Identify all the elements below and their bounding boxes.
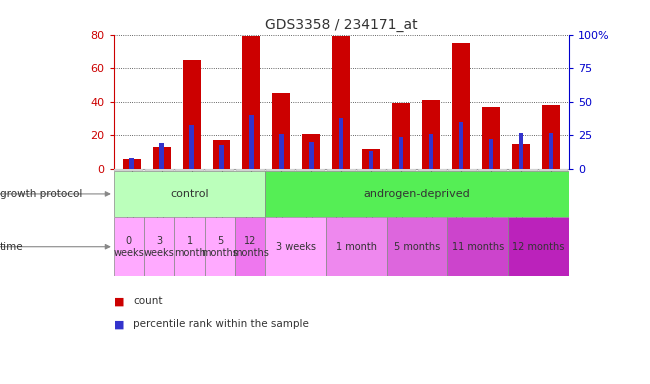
Text: ■: ■ [114, 296, 124, 306]
Text: ■: ■ [114, 319, 124, 329]
Text: 5
months: 5 months [202, 236, 239, 258]
Bar [519, 133, 523, 169]
Bar [422, 100, 440, 169]
Bar [429, 134, 434, 169]
Bar [205, 217, 235, 276]
Text: time: time [0, 242, 23, 252]
Bar [145, 169, 174, 171]
Bar [489, 139, 493, 169]
Bar [447, 217, 508, 276]
Bar [542, 105, 560, 169]
Bar [339, 118, 343, 169]
Bar [482, 107, 500, 169]
Text: 12
months: 12 months [232, 236, 268, 258]
Bar [459, 122, 463, 169]
Text: percentile rank within the sample: percentile rank within the sample [133, 319, 309, 329]
Bar [508, 217, 569, 276]
Bar [309, 142, 313, 169]
Bar [242, 36, 261, 169]
Text: 11 months: 11 months [452, 242, 504, 252]
Bar [114, 171, 265, 217]
Bar [399, 137, 404, 169]
Text: count: count [133, 296, 162, 306]
Bar [539, 169, 568, 171]
Text: 1 month: 1 month [336, 242, 377, 252]
Bar [129, 158, 134, 169]
Bar [327, 169, 356, 171]
Bar [296, 169, 326, 171]
Bar [369, 152, 374, 169]
Bar [512, 144, 530, 169]
Bar [175, 169, 204, 171]
Bar [249, 115, 254, 169]
Bar [452, 43, 470, 169]
Bar [153, 147, 170, 169]
Bar [123, 159, 140, 169]
Text: control: control [170, 189, 209, 199]
Bar [362, 149, 380, 169]
Bar [183, 60, 201, 169]
Bar [302, 134, 320, 169]
Text: growth protocol: growth protocol [0, 189, 83, 199]
Bar [478, 169, 508, 171]
Text: 0
weeks: 0 weeks [114, 236, 144, 258]
Bar [279, 134, 283, 169]
Bar [205, 169, 235, 171]
Bar [332, 36, 350, 169]
Bar [235, 217, 265, 276]
Text: androgen-deprived: androgen-deprived [364, 189, 471, 199]
Text: 1
month: 1 month [174, 236, 205, 258]
Bar [387, 217, 447, 276]
Text: 3
weeks: 3 weeks [144, 236, 175, 258]
Bar [357, 169, 386, 171]
Bar [213, 141, 231, 169]
Text: 5 months: 5 months [394, 242, 440, 252]
Bar [114, 217, 144, 276]
Title: GDS3358 / 234171_at: GDS3358 / 234171_at [265, 18, 417, 32]
Text: 12 months: 12 months [512, 242, 565, 252]
Bar [418, 169, 447, 171]
Bar [387, 169, 417, 171]
Bar [219, 145, 224, 169]
Bar [236, 169, 265, 171]
Bar [265, 171, 569, 217]
Bar [159, 143, 164, 169]
Bar [265, 217, 326, 276]
Bar [326, 217, 387, 276]
Bar [392, 103, 410, 169]
Bar [448, 169, 477, 171]
Bar [114, 169, 144, 171]
Bar [174, 217, 205, 276]
Bar [189, 124, 194, 169]
Bar [549, 133, 553, 169]
Bar [272, 93, 291, 169]
Bar [266, 169, 295, 171]
Bar [144, 217, 174, 276]
Bar [509, 169, 538, 171]
Text: 3 weeks: 3 weeks [276, 242, 316, 252]
